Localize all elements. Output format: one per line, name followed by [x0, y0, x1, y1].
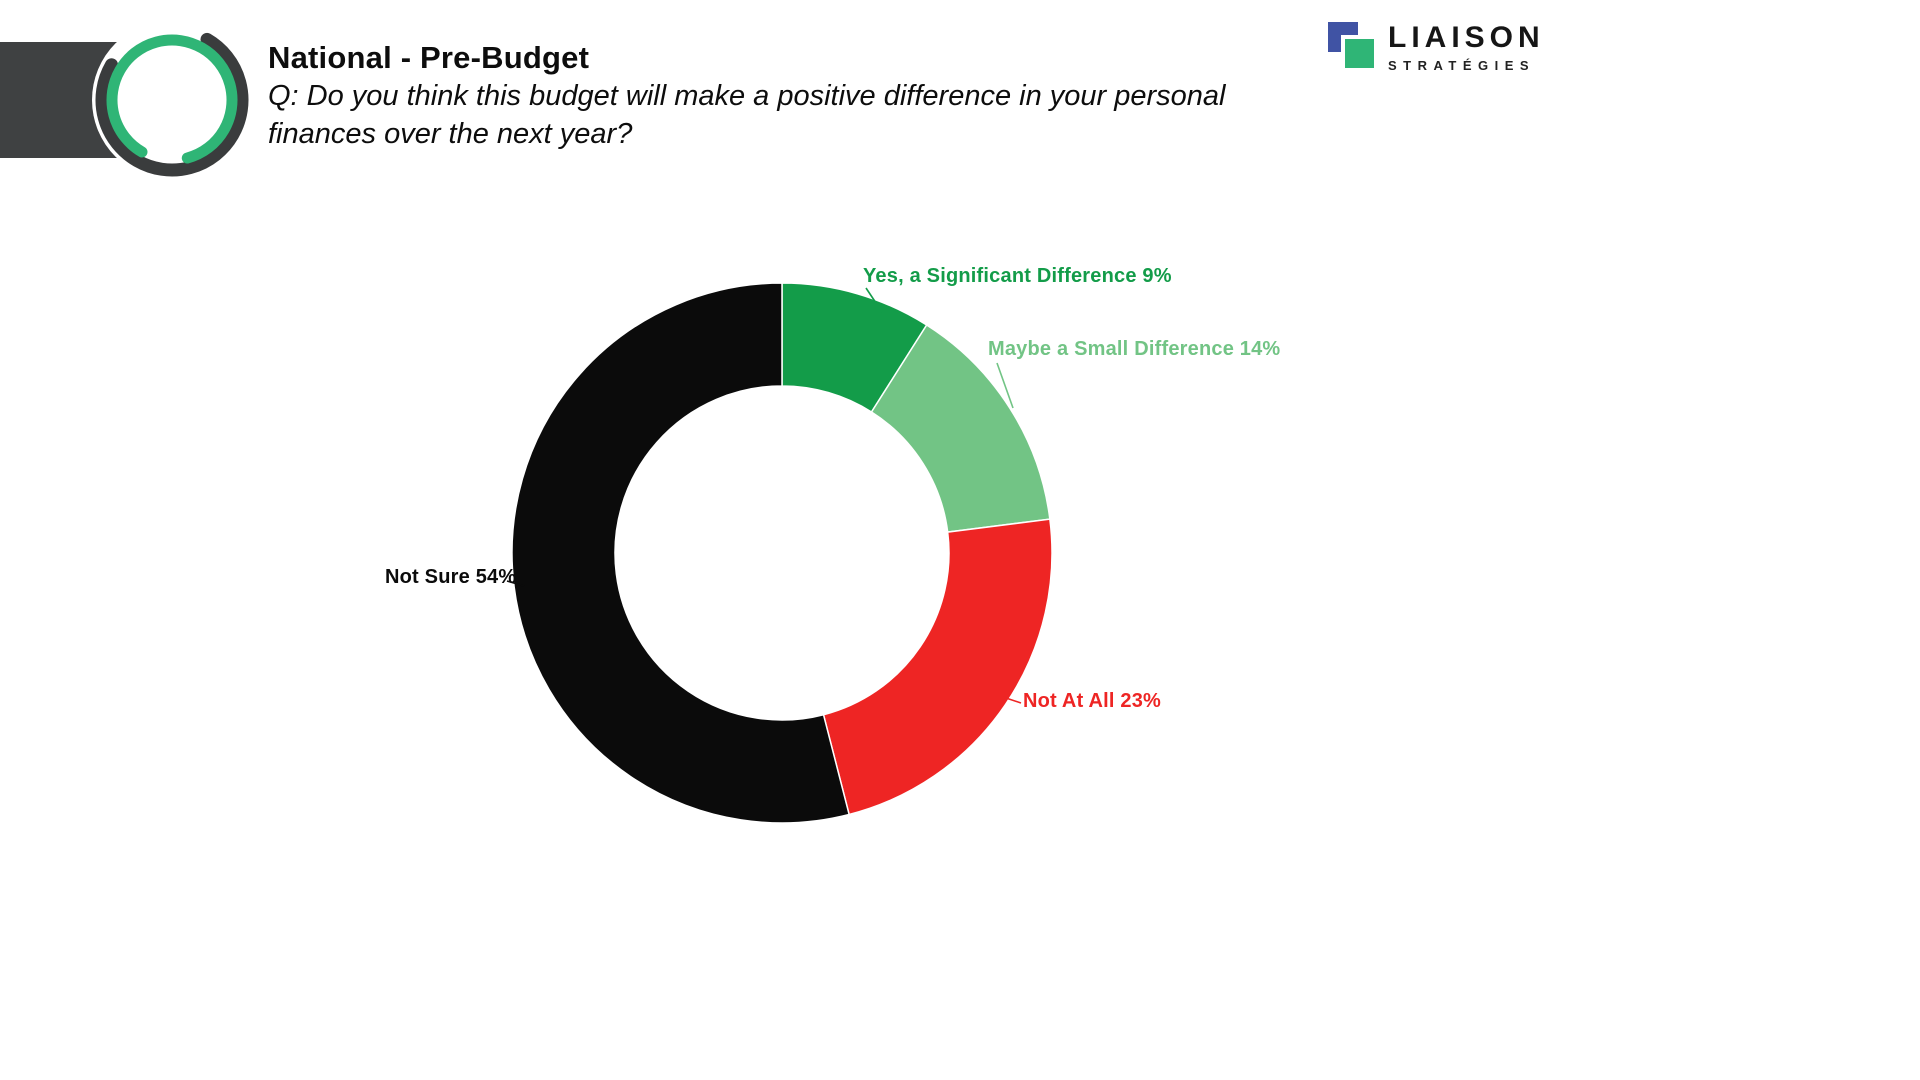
ring-logo-dark-arc — [95, 23, 249, 177]
brand-logo: LIAISON STRATÉGIES — [1328, 22, 1545, 73]
slice-label-not-sure: Not Sure 54% — [385, 566, 517, 588]
slice-label-not-at-all: Not At All 23% — [1023, 690, 1161, 712]
donut-slice-2 — [822, 518, 1053, 816]
slice-label-yes-significant: Yes, a Significant Difference 9% — [863, 265, 1172, 287]
brand-name: LIAISON — [1388, 21, 1545, 54]
brand-text: LIAISON STRATÉGIES — [1388, 22, 1545, 73]
liaison-logo-icon — [1328, 22, 1376, 70]
donut-slice-3 — [511, 282, 851, 824]
slice-label-maybe-small: Maybe a Small Difference 14% — [988, 338, 1281, 360]
ring-logo-green-arc — [106, 34, 238, 166]
page-title: National - Pre-Budget — [268, 40, 590, 75]
donut-chart — [511, 282, 1053, 824]
survey-question: Q: Do you think this budget will make a … — [268, 80, 1226, 150]
brand-subtitle: STRATÉGIES — [1388, 57, 1536, 73]
logo-square-green — [1345, 39, 1374, 68]
ring-logo-icon — [92, 20, 252, 180]
